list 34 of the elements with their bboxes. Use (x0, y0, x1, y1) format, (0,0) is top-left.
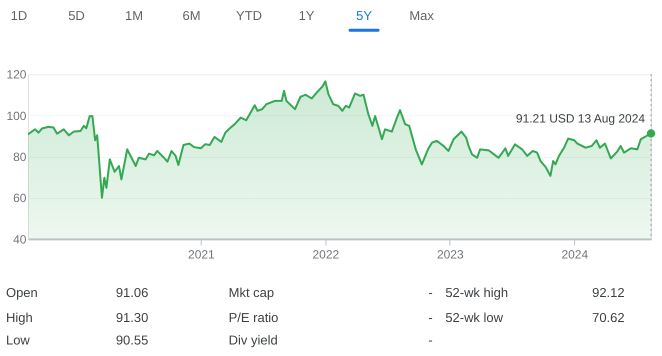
text: Mkt cap (228, 284, 274, 300)
text: High (6, 310, 33, 325)
y-tick-label: 80 (13, 150, 27, 164)
y-tick-label: 100 (6, 108, 27, 123)
x-tick-label: 2023 (436, 247, 464, 262)
x-tick-label: 2022 (312, 247, 340, 262)
text: 70.62 (592, 310, 625, 325)
text: Open (6, 284, 38, 300)
text: YTD (236, 8, 262, 24)
y-tick-label: 40 (13, 232, 27, 246)
text: Low (6, 332, 30, 348)
text: 92.12 (592, 284, 625, 300)
text: 1Y (298, 8, 315, 24)
text: P/E ratio (228, 310, 278, 325)
text: 5Y (356, 8, 372, 24)
x-tick-label: 2021 (188, 247, 216, 262)
text: Max (409, 8, 434, 24)
text: 5D (68, 8, 85, 24)
text: - (428, 332, 433, 348)
text: 91.06 (116, 284, 148, 300)
text: 6M (182, 8, 201, 24)
text: 52-wk high (445, 284, 508, 300)
text: 1D (10, 8, 28, 24)
text: 90.55 (116, 332, 148, 348)
text: 91.30 (116, 310, 148, 325)
annotation: 91.21 USD 13 Aug 2024 (516, 111, 646, 126)
text: - (428, 310, 433, 325)
text: 1M (124, 8, 144, 24)
text: - (428, 284, 433, 300)
text: Div yield (228, 332, 278, 348)
text: 52-wk low (445, 310, 504, 325)
y-tick-label: 60 (13, 191, 27, 206)
y-tick-label: 120 (6, 68, 27, 82)
x-tick-label: 2024 (561, 247, 588, 262)
